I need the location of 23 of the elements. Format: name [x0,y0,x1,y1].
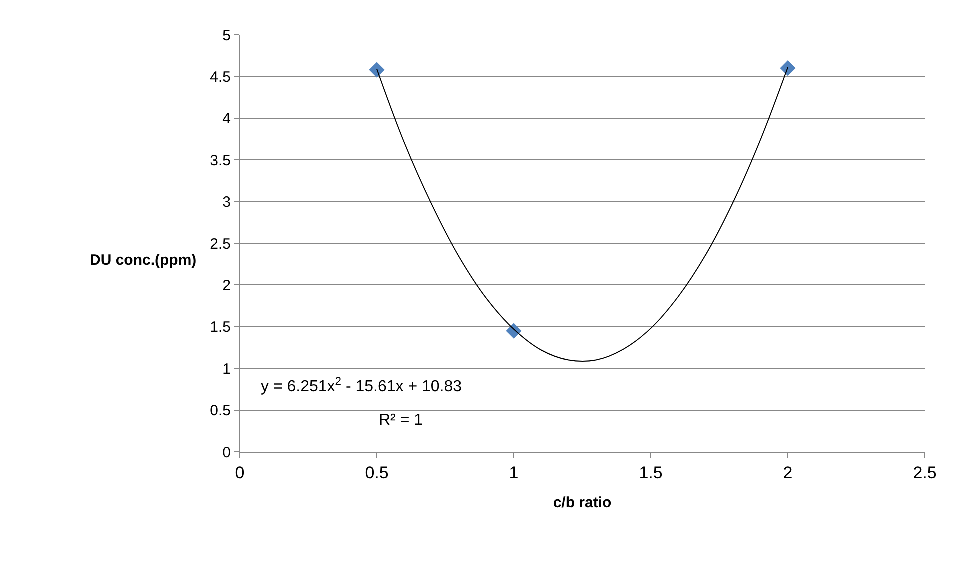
y-tick-label: 1 [222,360,231,378]
x-tick-label: 0 [235,463,245,482]
y-tick-label: 2.5 [210,236,231,253]
y-axis-title: DU conc.(ppm) [90,252,197,269]
y-tick-label: 2 [222,277,231,294]
y-tick-label: 5 [222,27,231,44]
point [780,60,796,76]
annotation: R² = 1 [379,412,424,429]
y-tick-label: 0.5 [210,402,231,420]
x-tick-label: 2.5 [913,463,937,482]
x-tick-label: 0.5 [365,463,389,482]
y-tick-label: 0 [222,444,231,462]
y-tick-label: 4.5 [210,68,231,86]
x-tick-label: 1 [509,463,519,482]
y-tick-label: 4 [222,110,231,128]
x-tick-label: 1.5 [639,463,663,482]
y-tick-label: 3.5 [210,152,231,170]
x-tick-label: 2 [783,463,793,482]
x-axis-title: c/b ratio [553,494,612,512]
annotation: y = 6.251x$^{2}$ - 15.61x + 10.83 [261,376,462,396]
y-tick-label: 3 [222,194,231,212]
point [369,62,385,78]
y-tick-label: 1.5 [210,319,231,336]
